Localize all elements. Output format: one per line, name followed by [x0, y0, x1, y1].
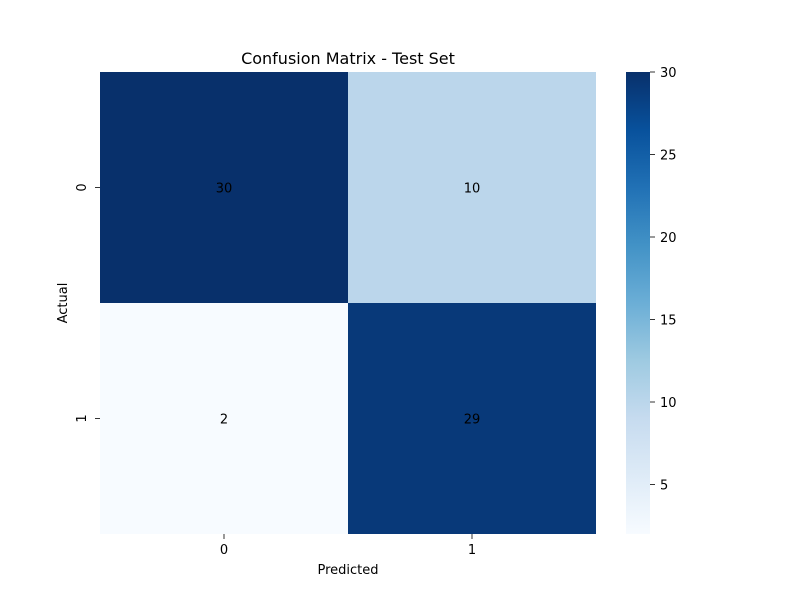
colorbar: 5 10 15 20 25 30	[626, 66, 677, 534]
heatmap-cell-label-1-0: 2	[220, 413, 228, 428]
heatmap-cell-0-1	[348, 72, 596, 303]
x-tick-label-1: 1	[468, 543, 476, 558]
heatmap-cell-label-0-1: 10	[464, 182, 481, 197]
heatmap-cell-1-1	[348, 303, 596, 534]
colorbar-scale	[626, 72, 650, 534]
colorbar-tick-label-4: 25	[660, 149, 677, 164]
heatmap-cell-1-0	[100, 303, 348, 534]
x-tick-label-0: 0	[220, 543, 228, 558]
colorbar-ticks: 5 10 15 20 25 30	[650, 66, 677, 494]
heatmap-cell-0-0	[100, 72, 348, 303]
colorbar-tick-label-1: 10	[660, 396, 677, 411]
y-axis-ticks: 01	[75, 183, 100, 423]
heatmap-cell-label-0-0: 30	[216, 182, 233, 197]
y-tick-label-0: 0	[75, 183, 90, 191]
x-axis-label: Predicted	[317, 563, 378, 578]
y-axis-label: Actual	[56, 283, 71, 324]
y-tick-label-1: 1	[75, 414, 90, 422]
colorbar-tick-label-5: 30	[660, 66, 677, 81]
colorbar-tick-label-3: 20	[660, 231, 677, 246]
chart-title: Confusion Matrix - Test Set	[241, 49, 455, 68]
heatmap-cell-label-1-1: 29	[464, 413, 481, 428]
heatmap-grid: 30 10 2 29	[100, 72, 596, 534]
colorbar-tick-label-2: 15	[660, 314, 677, 329]
colorbar-tick-label-0: 5	[660, 479, 668, 494]
